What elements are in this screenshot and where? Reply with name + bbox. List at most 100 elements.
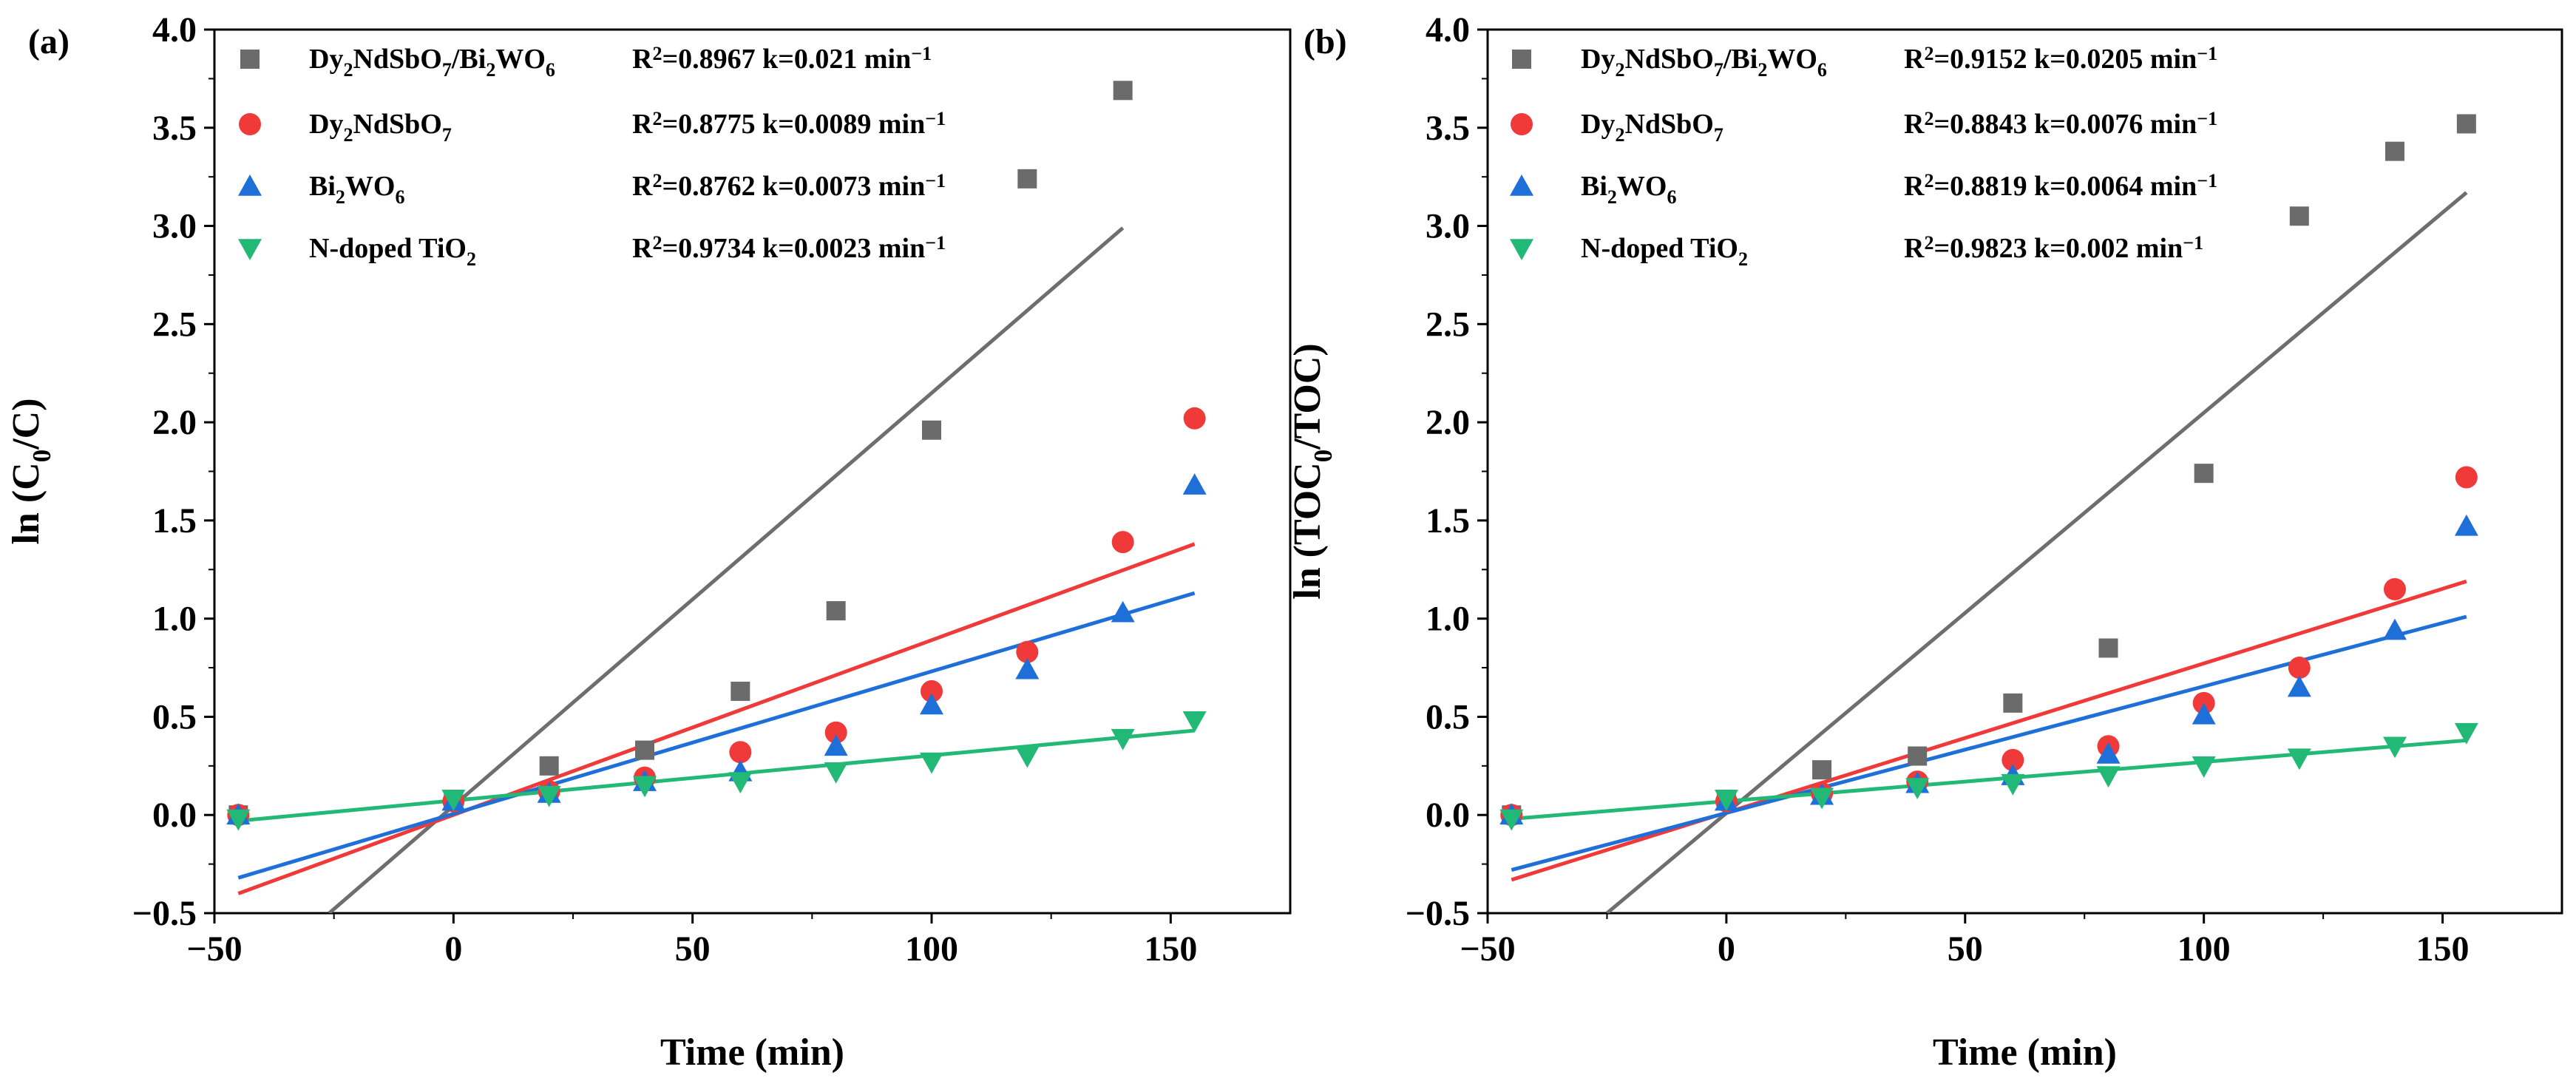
data-point [2385,141,2404,161]
data-point [921,680,943,702]
data-point [1113,81,1133,101]
y-tick-label: 0.5 [152,697,197,736]
panel-label: (a) [28,22,70,61]
data-point [2003,693,2023,713]
x-tick-label: 150 [1144,929,1197,969]
data-point [1016,640,1039,663]
x-tick-label: 100 [2177,929,2231,969]
legend-label: N-doped TiO2 [1581,233,1748,270]
data-point [1182,711,1207,733]
x-tick-label: −50 [1460,929,1515,969]
data-point [1111,728,1135,750]
data-point [2192,756,2216,778]
legend-label: Dy2NdSbO7 [309,109,452,146]
legend-marker [1511,113,1533,135]
legend-marker [1510,174,1533,196]
data-point [1499,809,1524,831]
data-point [1714,790,1738,811]
x-tick-label: 0 [444,929,462,969]
x-axis-label: Time (min) [1933,1031,2117,1074]
data-point [441,790,466,811]
data-point [1905,778,1930,800]
data-point [1810,787,1834,810]
data-point [1182,473,1207,495]
data-point [920,752,943,774]
data-point [2383,577,2406,600]
y-tick-label: 1.5 [1426,501,1470,540]
y-tick-label: 3.5 [152,109,197,148]
legend-marker [239,113,261,135]
data-point [2454,514,2478,536]
legend-marker [238,239,262,260]
fit-line-2 [1511,614,2467,872]
data-point [2287,748,2311,770]
data-point [2289,206,2309,226]
data-point [728,772,753,794]
x-tick-label: 0 [1718,929,1735,969]
data-point [2288,657,2311,680]
fit-line-3 [1511,738,2467,821]
data-point [920,693,943,715]
data-point [539,756,559,776]
legend-label: Dy2NdSbO7/Bi2WO6 [309,44,555,81]
x-axis-label: Time (min) [660,1031,844,1074]
legend-label: Dy2NdSbO7 [1581,109,1723,146]
data-point [1015,746,1040,768]
y-tick-label: 4.0 [152,10,197,50]
legend-marker [1510,239,1533,260]
fit-equation-label: R2=0.8762 k=0.0073 min−1 [632,170,946,202]
data-point [633,776,657,798]
chart-panel-a: −50 0 50 100 150 −0.5 0.0 0.5 1.0 1.5 2.0 2.5 3.0 3.5… [5,10,1292,1074]
y-tick-label: 1.5 [152,501,197,540]
data-point [826,601,846,621]
data-point [1183,407,1206,430]
y-tick-label: 0.0 [1426,796,1470,835]
data-point [2002,748,2024,771]
fit-equation-label: R2=0.9823 k=0.002 min−1 [1904,232,2203,264]
y-tick-label: 0.5 [1426,697,1470,736]
y-tick-label: 4.0 [1426,10,1470,50]
x-tick-label: 150 [2416,929,2470,969]
fit-equation-label: R2=0.8967 k=0.021 min−1 [632,43,932,75]
plot-frame [213,28,1292,915]
data-point [2194,464,2214,484]
legend-marker [1512,50,1531,69]
y-tick-label: 0.0 [152,796,197,835]
y-tick-label: −0.5 [1406,894,1470,933]
fit-line-1 [237,542,1196,895]
data-point [824,721,847,744]
fit-line-1 [1511,579,2467,882]
data-point [1812,760,1832,780]
y-tick-label: −0.5 [132,894,197,933]
data-point [2382,618,2407,640]
data-point [731,681,750,701]
data-point [1111,531,1134,554]
legend-marker [238,174,262,196]
fit-equation-label: R2=0.8775 k=0.0089 min−1 [632,108,946,140]
data-point [1015,657,1040,680]
data-point [2192,702,2216,725]
chart-panel-b: −50 0 50 100 150 −0.5 0.0 0.5 1.0 1.5 2.0 2.5 3.0 3.5… [1287,10,2563,1074]
data-point [1111,600,1135,623]
data-point [2455,466,2478,489]
y-axis-label: ln (TOC0/TOC) [1287,343,1338,599]
y-tick-label: 1.0 [1426,600,1470,639]
data-point [2454,722,2478,745]
data-point [824,762,848,784]
data-point [2098,638,2118,658]
data-point [2096,766,2121,788]
fit-equation-label: R2=0.8819 k=0.0064 min−1 [1904,170,2217,202]
data-point [2096,742,2121,764]
data-point [2456,114,2476,134]
data-point [729,741,752,764]
fit-equation-label: R2=0.9152 k=0.0205 min−1 [1904,43,2217,75]
y-tick-label: 3.0 [1426,207,1470,246]
legend-label: Bi2WO6 [1581,171,1676,208]
fit-line-3 [238,728,1195,823]
data-point [1017,169,1037,189]
fit-line-2 [237,591,1196,880]
panel-label: (b) [1304,22,1347,61]
x-tick-label: 50 [675,929,711,969]
data-point [537,785,561,807]
